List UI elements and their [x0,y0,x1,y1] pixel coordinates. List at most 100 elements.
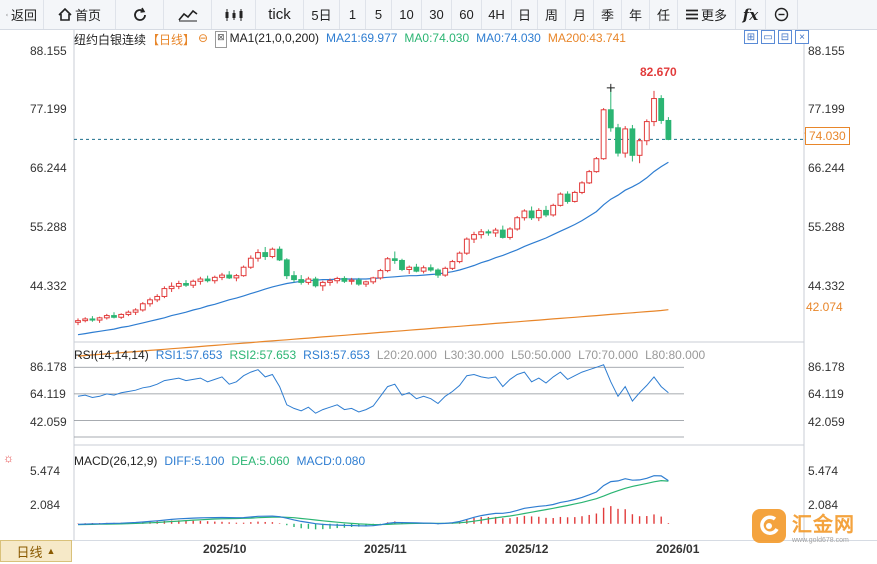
period-button-9[interactable]: 月 [566,0,594,29]
period-label: 4H [488,7,505,22]
candle-body [211,276,218,282]
home-button[interactable]: 首页 [44,0,116,29]
candle-body [132,309,139,313]
period-button-10[interactable]: 季 [594,0,622,29]
period-button-7[interactable]: 日 [512,0,538,29]
l20-value: L20:20.000 [376,348,437,362]
candle-body [665,119,672,140]
formula-button[interactable]: fx [736,0,766,29]
tick-button[interactable]: tick [256,0,304,29]
logo-url: www.gold678.com [792,537,849,544]
ma0-value-b: MA0:74.030 [476,31,541,45]
macd-settings-icon[interactable]: ☼ [3,451,14,465]
candle-body [622,128,629,154]
candle-body [103,315,110,319]
period-button-6[interactable]: 4H [482,0,512,29]
candle-body [499,229,506,238]
candle-body [564,193,571,202]
period-tab[interactable]: 日线 ▲ [0,540,72,562]
candle-body [384,258,391,272]
macd-tick-left-2: 2.084 [30,498,61,512]
ma-indicator[interactable]: MA1(21,0,0,200) [229,31,320,45]
dea-value: DEA:5.060 [231,454,290,468]
l30-value: L30:30.000 [443,348,504,362]
candle-body [125,311,132,315]
candle-body [154,295,161,301]
period-button-4[interactable]: 30 [422,0,452,29]
rsi-tick-right-3: 42.059 [808,415,845,429]
candle-body [528,210,535,219]
period-button-5[interactable]: 60 [452,0,482,29]
period-label: 任 [656,8,670,23]
more-label: 更多 [700,8,727,23]
period-button-8[interactable]: 周 [538,0,566,29]
rsi1-value: RSI1:57.653 [155,348,223,362]
diff-value: DIFF:5.100 [164,454,225,468]
max-price-label: 82.670 [640,65,677,79]
x-tick-1: 2025/10 [203,542,247,556]
x-tick-4: 2026/01 [656,542,700,556]
macd-tick-left-1: 5.474 [30,464,61,478]
period-button-3[interactable]: 10 [392,0,422,29]
candle-body [391,258,398,261]
chart-canvas[interactable] [0,30,877,564]
chart-area[interactable]: 纽约白银连续 【日线】 ⊖ ⊠ MA1(21,0,0,200) MA21:69.… [0,30,877,564]
period-tab-label: 日线 [16,544,43,560]
dea-line [77,479,669,526]
candle-body [276,248,283,261]
period-label: 周 [544,8,558,23]
candle-body [183,283,189,286]
candlestick-button[interactable] [212,0,256,29]
candle-body [139,303,146,311]
candle-body [456,252,463,263]
macd-title[interactable]: MACD(26,12,9) [74,454,158,468]
candle-body [593,158,600,173]
candle-body [643,121,650,142]
rsi-title[interactable]: RSI(14,14,14) [74,348,149,362]
l80-value: L80:80.000 [645,348,706,362]
period-button-2[interactable]: 5 [366,0,392,29]
candle-body [118,313,125,318]
period-label: 5日 [311,8,332,23]
candle-body [82,318,89,322]
indicator-icon[interactable]: ⊠ [215,31,227,48]
expand-icon[interactable]: ⊞ [744,30,758,44]
back-button[interactable]: 返回 [0,0,44,29]
window-icon[interactable]: ▭ [761,30,775,44]
candle-body [557,193,564,206]
settings-icon[interactable]: ⊟ [778,30,792,44]
candle-body [658,98,665,121]
period-button-1[interactable]: 1 [340,0,366,29]
candle-body [262,252,269,258]
refresh-button[interactable] [116,0,164,29]
candle-body [507,228,513,238]
y-tick-left-5: 44.332 [30,279,67,293]
candle-body [226,274,233,279]
period-selector: 5日 1 5 10 30 60 4H 日周月季年任 [304,0,678,29]
period-button-12[interactable]: 任 [650,0,678,29]
candle-body [255,252,261,259]
zoom-out-icon [774,7,789,22]
period-button-11[interactable]: 年 [622,0,650,29]
diff-line [77,475,669,527]
ma0-value-a: MA0:74.030 [404,31,470,45]
candle-body [89,318,96,321]
candle-body [629,128,636,156]
period-tag[interactable]: 【日线】 [147,33,196,47]
zoom-out-button[interactable] [766,0,798,29]
more-button[interactable]: 更多 [678,0,736,29]
macd-value: MACD:0.080 [296,454,366,468]
y-tick-left-2: 77.199 [30,102,67,116]
candle-body [586,171,593,184]
line-chart-button[interactable] [164,0,212,29]
candle-body [413,266,420,272]
candle-body [327,280,333,283]
candle-body [175,283,182,287]
close-icon[interactable]: × [795,30,809,44]
candle-body [233,275,240,279]
refresh-icon [133,7,146,21]
lock-icon[interactable]: ⊖ [198,31,209,45]
candle-body [600,109,607,160]
period-button-0[interactable]: 5日 [304,0,340,29]
